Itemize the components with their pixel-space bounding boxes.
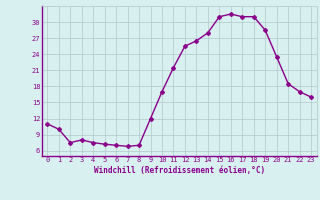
X-axis label: Windchill (Refroidissement éolien,°C): Windchill (Refroidissement éolien,°C) <box>94 166 265 175</box>
